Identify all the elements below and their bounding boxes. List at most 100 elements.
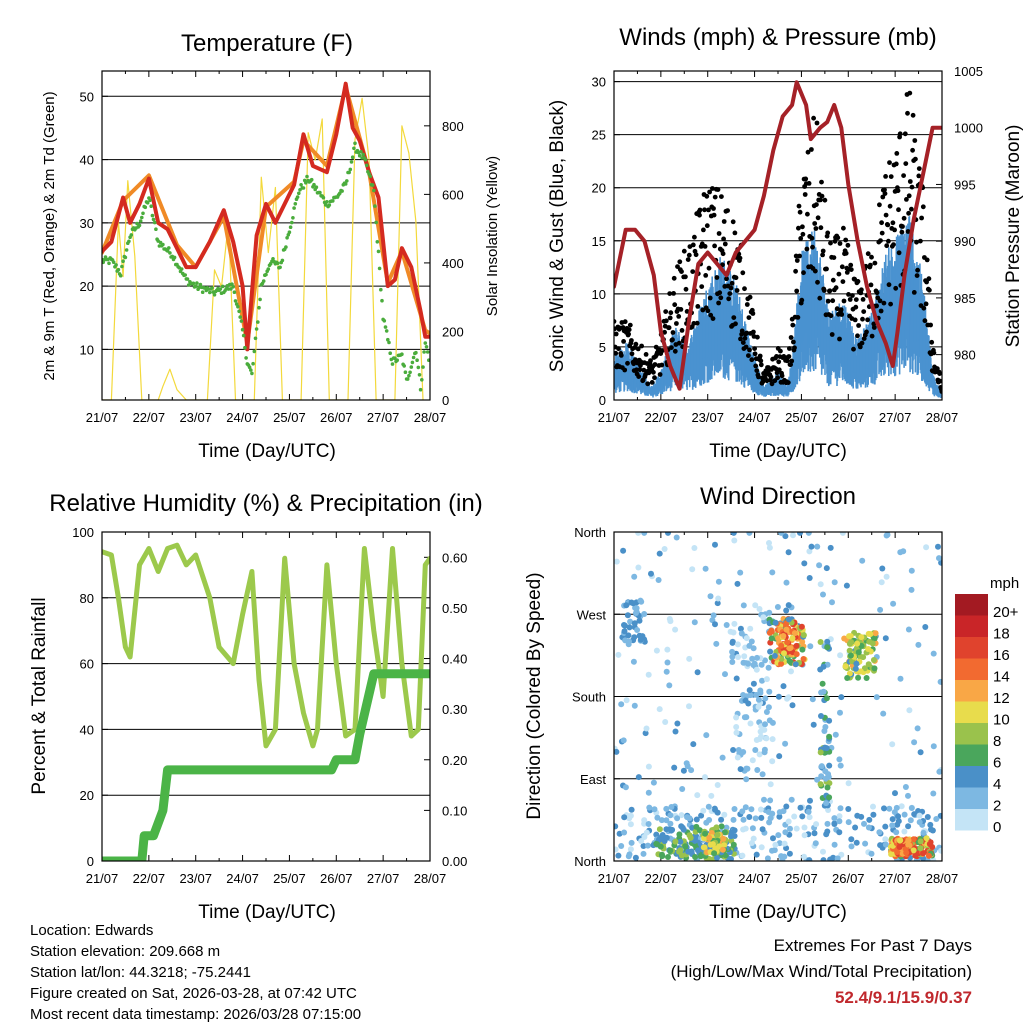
direction-point bbox=[915, 641, 922, 648]
gust-point bbox=[803, 176, 809, 182]
direction-point bbox=[783, 626, 790, 633]
dewpoint-point bbox=[114, 263, 118, 267]
direction-point bbox=[642, 730, 649, 737]
direction-point bbox=[763, 676, 770, 683]
dewpoint-point bbox=[249, 368, 253, 372]
dewpoint-point bbox=[280, 258, 285, 263]
direction-point bbox=[758, 661, 765, 668]
dewpoint-point bbox=[152, 220, 157, 225]
direction-point bbox=[632, 854, 639, 861]
direction-point bbox=[614, 558, 620, 565]
gust-point bbox=[639, 343, 644, 349]
gust-point bbox=[817, 295, 823, 301]
x-tick-label-2: 23/07 bbox=[179, 871, 212, 886]
direction-point bbox=[691, 837, 698, 844]
gust-point bbox=[790, 322, 796, 328]
direction-point bbox=[750, 835, 757, 842]
y2-tick-label-5: 0.50 bbox=[442, 601, 467, 616]
dewpoint-point bbox=[285, 236, 289, 240]
direction-point bbox=[621, 622, 628, 629]
direction-point bbox=[634, 627, 641, 633]
direction-point bbox=[693, 816, 700, 823]
direction-point bbox=[916, 819, 923, 826]
gust-point bbox=[901, 215, 907, 221]
direction-point bbox=[765, 704, 772, 711]
direction-point bbox=[817, 639, 824, 645]
dewpoint-point bbox=[427, 358, 430, 362]
direction-point bbox=[832, 731, 839, 738]
gust-point bbox=[731, 315, 737, 320]
direction-point bbox=[774, 604, 781, 610]
direction-point bbox=[636, 617, 643, 624]
gust-point bbox=[814, 120, 820, 126]
direction-point bbox=[882, 836, 889, 843]
dewpoint-point bbox=[148, 198, 152, 202]
direction-point bbox=[624, 612, 631, 619]
direction-point bbox=[690, 741, 697, 748]
direction-point bbox=[702, 830, 709, 837]
direction-point bbox=[731, 806, 738, 812]
direction-point bbox=[668, 827, 675, 834]
gust-point bbox=[878, 308, 884, 314]
dewpoint-point bbox=[291, 216, 295, 220]
gust-point bbox=[685, 257, 691, 262]
gust-point bbox=[772, 378, 778, 384]
direction-point bbox=[659, 851, 665, 858]
direction-point bbox=[896, 837, 903, 844]
direction-point bbox=[763, 709, 770, 715]
dewpoint-point bbox=[212, 293, 217, 297]
direction-point bbox=[854, 640, 861, 647]
dewpoint-point bbox=[261, 279, 266, 283]
direction-point bbox=[838, 694, 845, 701]
gust-point bbox=[850, 293, 855, 298]
gust-point bbox=[811, 115, 816, 121]
direction-point bbox=[818, 713, 824, 719]
gust-point bbox=[812, 268, 818, 274]
direction-point bbox=[656, 826, 663, 833]
gust-point bbox=[725, 208, 730, 214]
gust-point bbox=[899, 229, 905, 235]
gust-point bbox=[716, 231, 722, 236]
gust-point bbox=[786, 354, 792, 359]
direction-point bbox=[901, 811, 908, 818]
gust-point bbox=[670, 330, 676, 335]
direction-point bbox=[837, 762, 844, 769]
dewpoint-point bbox=[195, 281, 199, 285]
y2-tick-label-6: 0.60 bbox=[442, 550, 467, 565]
humidity-ylabel: Percent & Total Rainfall bbox=[29, 597, 50, 794]
dewpoint-point bbox=[405, 377, 410, 381]
direction-point bbox=[825, 771, 832, 778]
gust-point bbox=[840, 279, 846, 284]
x-tick-label-3: 24/07 bbox=[226, 871, 259, 886]
direction-point bbox=[865, 646, 872, 652]
gust-point bbox=[828, 313, 834, 319]
direction-point bbox=[761, 796, 767, 803]
direction-point bbox=[879, 565, 886, 572]
dewpoint-point bbox=[423, 341, 428, 345]
direction-point bbox=[897, 675, 904, 682]
direction-point bbox=[867, 631, 874, 638]
direction-point bbox=[693, 823, 700, 830]
direction-point bbox=[807, 643, 814, 650]
direction-point bbox=[729, 659, 736, 665]
direction-point bbox=[708, 830, 715, 836]
dewpoint-point bbox=[425, 350, 430, 354]
direction-point bbox=[734, 580, 741, 587]
gust-point bbox=[701, 227, 706, 233]
direction-point bbox=[621, 628, 628, 635]
y-tick-label-4: 80 bbox=[80, 591, 94, 606]
direction-point bbox=[905, 626, 912, 633]
info-latlon: Station lat/lon: 44.3218; -75.2441 bbox=[30, 964, 252, 981]
direction-point bbox=[837, 805, 844, 812]
gust-point bbox=[855, 279, 861, 284]
direction-point bbox=[691, 545, 698, 551]
direction-point bbox=[626, 624, 633, 631]
direction-point bbox=[653, 831, 660, 838]
dewpoint-point bbox=[255, 320, 260, 324]
gust-point bbox=[719, 194, 724, 200]
gust-point bbox=[886, 282, 892, 288]
gust-point bbox=[841, 298, 847, 304]
gust-point bbox=[621, 339, 626, 344]
gust-point bbox=[672, 348, 678, 354]
gust-point bbox=[643, 352, 649, 357]
